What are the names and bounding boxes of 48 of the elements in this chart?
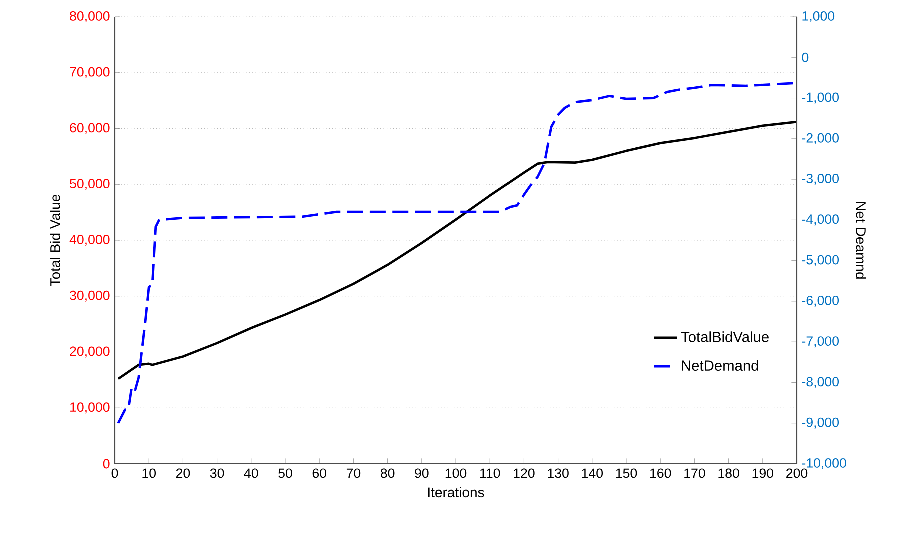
y-tick-label: 10,000 (70, 402, 110, 414)
x-tick-label: 60 (312, 468, 327, 478)
y-tick-label: 50,000 (70, 179, 110, 190)
legend-label: TotalBidValue (681, 332, 769, 342)
x-tick-label: 120 (514, 468, 535, 478)
x-tick-label: 150 (616, 468, 638, 478)
y-tick-label: 0 (103, 459, 110, 469)
y2-tick-label: 0 (802, 52, 809, 62)
y2-tick-label: -5,000 (802, 255, 840, 266)
x-axis-title: Iterations (428, 487, 484, 498)
x-tick-label: 70 (346, 468, 361, 478)
y-tick-label: 40,000 (70, 235, 110, 246)
legend-label: NetDemand (682, 360, 758, 372)
x-tick-label: 50 (278, 468, 292, 478)
y2-tick-label: -1,000 (802, 92, 840, 104)
x-tick-label: 40 (244, 468, 258, 478)
y-tick-label: 60,000 (70, 123, 110, 134)
y-axis-title: Total Bid Value (50, 194, 60, 286)
y2-tick-label: -10,000 (802, 458, 846, 470)
x-tick-label: 200 (786, 468, 808, 478)
x-tick-label: 160 (650, 468, 672, 478)
y2-tick-label: -7,000 (802, 336, 840, 348)
y2-tick-label: 1,000 (802, 11, 835, 23)
x-tick-label: 140 (582, 468, 604, 478)
y2-tick-label: -4,000 (802, 214, 840, 226)
y-tick-label: 70,000 (70, 67, 110, 78)
x-tick-label: 100 (446, 468, 467, 478)
x-tick-label: 110 (480, 468, 500, 478)
x-tick-label: 90 (415, 468, 429, 478)
x-tick-label: 190 (752, 468, 774, 478)
y2-tick-label: -2,000 (802, 133, 840, 144)
x-tick-label: 180 (718, 468, 740, 478)
x-tick-label: 130 (548, 468, 569, 478)
x-tick-label: 80 (380, 468, 395, 478)
x-tick-label: 30 (210, 468, 224, 478)
x-tick-label: 10 (142, 468, 156, 478)
y2-tick-label: -9,000 (802, 418, 840, 429)
y2-tick-label: -3,000 (802, 174, 840, 186)
x-tick-label: 0 (112, 468, 118, 478)
y2-axis-title: Net Deamnd (856, 202, 866, 279)
y-tick-label: 80,000 (70, 12, 110, 23)
y2-tick-label: -8,000 (802, 377, 840, 388)
y-tick-label: 30,000 (70, 290, 110, 302)
x-tick-label: 20 (176, 468, 190, 478)
y2-tick-label: -6,000 (802, 296, 840, 307)
y-tick-label: 20,000 (70, 346, 110, 358)
line-series (117, 120, 798, 380)
x-tick-label: 170 (684, 468, 706, 478)
